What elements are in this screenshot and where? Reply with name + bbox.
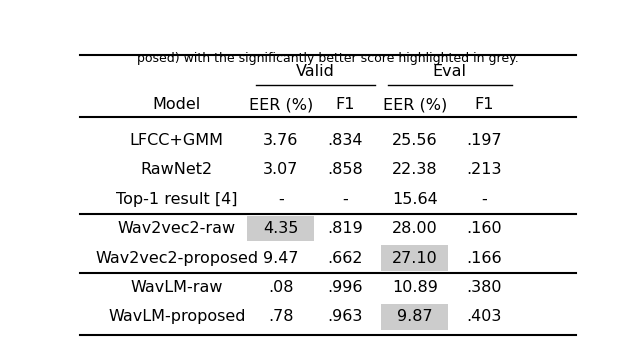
- Text: Eval: Eval: [433, 64, 467, 79]
- Text: Top-1 result [4]: Top-1 result [4]: [116, 192, 237, 207]
- Text: Valid: Valid: [296, 64, 335, 79]
- Text: 3.07: 3.07: [263, 162, 299, 177]
- Text: WavLM-proposed: WavLM-proposed: [108, 310, 246, 325]
- Text: LFCC+GMM: LFCC+GMM: [130, 133, 224, 148]
- Text: .858: .858: [328, 162, 364, 177]
- Text: .403: .403: [467, 310, 502, 325]
- Text: .197: .197: [467, 133, 502, 148]
- Text: .166: .166: [467, 251, 502, 266]
- Text: Model: Model: [152, 97, 201, 112]
- Text: 28.00: 28.00: [392, 221, 438, 236]
- Text: Wav2vec2-raw: Wav2vec2-raw: [118, 221, 236, 236]
- Text: .380: .380: [467, 280, 502, 295]
- Text: posed) with the significantly better score highlighted in grey.: posed) with the significantly better sco…: [137, 52, 519, 65]
- Text: .662: .662: [328, 251, 363, 266]
- Text: F1: F1: [474, 97, 494, 112]
- Text: 4.35: 4.35: [263, 221, 299, 236]
- Text: .08: .08: [268, 280, 294, 295]
- Text: .996: .996: [328, 280, 363, 295]
- Text: .78: .78: [268, 310, 294, 325]
- Text: WavLM-raw: WavLM-raw: [131, 280, 223, 295]
- Text: .819: .819: [328, 221, 364, 236]
- Text: .213: .213: [467, 162, 502, 177]
- Text: EER (%): EER (%): [383, 97, 447, 112]
- Text: -: -: [278, 192, 284, 207]
- FancyBboxPatch shape: [381, 245, 448, 271]
- FancyBboxPatch shape: [248, 216, 314, 241]
- Text: Wav2vec2-proposed: Wav2vec2-proposed: [95, 251, 259, 266]
- Text: -: -: [481, 192, 487, 207]
- Text: .160: .160: [467, 221, 502, 236]
- Text: 25.56: 25.56: [392, 133, 438, 148]
- FancyBboxPatch shape: [381, 304, 448, 330]
- Text: RawNet2: RawNet2: [141, 162, 212, 177]
- Text: 27.10: 27.10: [392, 251, 438, 266]
- Text: F1: F1: [335, 97, 355, 112]
- Text: 10.89: 10.89: [392, 280, 438, 295]
- Text: .963: .963: [328, 310, 363, 325]
- Text: 15.64: 15.64: [392, 192, 438, 207]
- Text: .834: .834: [328, 133, 363, 148]
- Text: 3.76: 3.76: [263, 133, 299, 148]
- Text: 9.47: 9.47: [263, 251, 299, 266]
- Text: EER (%): EER (%): [249, 97, 313, 112]
- Text: 22.38: 22.38: [392, 162, 438, 177]
- Text: 9.87: 9.87: [397, 310, 433, 325]
- Text: -: -: [342, 192, 348, 207]
